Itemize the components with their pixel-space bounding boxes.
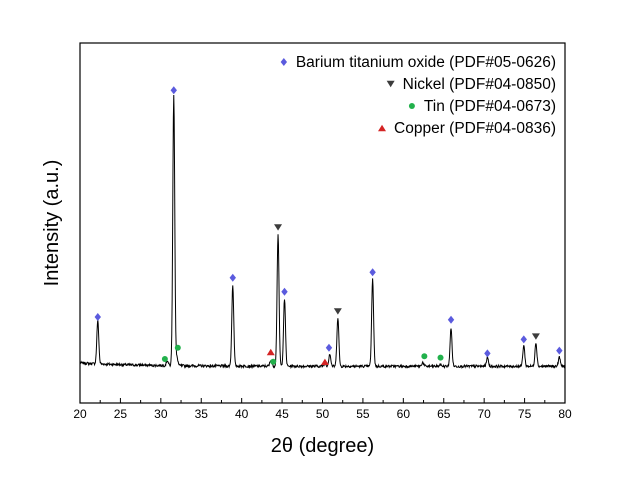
triangle-down-marker (531, 333, 540, 340)
circle-marker (421, 353, 428, 360)
x-tick-label: 50 (316, 407, 330, 421)
circle-marker (161, 356, 168, 362)
diamond-marker (170, 86, 177, 95)
legend: Barium titanium oxide (PDF#05-0626) Nicke… (280, 54, 556, 137)
x-tick-label: 60 (397, 407, 411, 421)
x-tick-label: 30 (154, 407, 168, 421)
plot-frame (79, 42, 566, 404)
diamond-marker (281, 287, 288, 296)
x-axis: 20 25 30 35 40 45 50 55 60 65 70 75 80 (73, 398, 572, 421)
x-tick-label: 65 (437, 407, 451, 421)
legend-label: Copper (PDF#04-0836) (394, 120, 556, 137)
legend-label: Barium titanium oxide (PDF#05-0626) (296, 54, 556, 71)
legend-diamond-icon (280, 58, 288, 66)
triangle-up-marker (266, 348, 275, 356)
x-tick-label: 20 (73, 407, 87, 421)
x-tick-label: 40 (235, 407, 249, 421)
legend-circle-icon (408, 103, 415, 109)
marker-layer (94, 86, 563, 365)
xrd-curve (79, 94, 566, 370)
circle-marker (270, 358, 277, 365)
legend-triangle-up-icon (378, 124, 387, 132)
x-tick-label: 70 (477, 407, 491, 421)
circle-marker (437, 354, 444, 361)
legend-triangle-down-icon (386, 80, 395, 88)
x-tick-label: 25 (114, 407, 128, 421)
x-tick-label: 80 (558, 407, 572, 421)
triangle-up-marker (320, 358, 329, 365)
diamond-marker (229, 273, 236, 282)
diamond-marker (369, 268, 376, 277)
x-axis-title: 2θ (degree) (271, 435, 374, 457)
x-tick-label: 35 (195, 407, 209, 421)
diamond-marker (520, 335, 527, 344)
diamond-marker (484, 349, 491, 358)
diamond-marker (325, 343, 333, 352)
diamond-marker (447, 315, 455, 324)
diamond-marker (556, 346, 563, 355)
triangle-down-marker (333, 308, 342, 315)
diamond-marker (94, 313, 101, 321)
legend-label: Nickel (PDF#04-0850) (403, 76, 556, 93)
y-axis-title: Intensity (a.u.) (41, 160, 63, 287)
x-tick-label: 45 (275, 407, 289, 421)
legend-label: Tin (PDF#04-0673) (424, 98, 556, 115)
circle-marker (174, 344, 181, 351)
curve-layer (79, 94, 566, 370)
x-tick-label: 75 (518, 407, 532, 421)
triangle-down-marker (274, 224, 283, 231)
x-tick-label: 55 (356, 407, 370, 421)
